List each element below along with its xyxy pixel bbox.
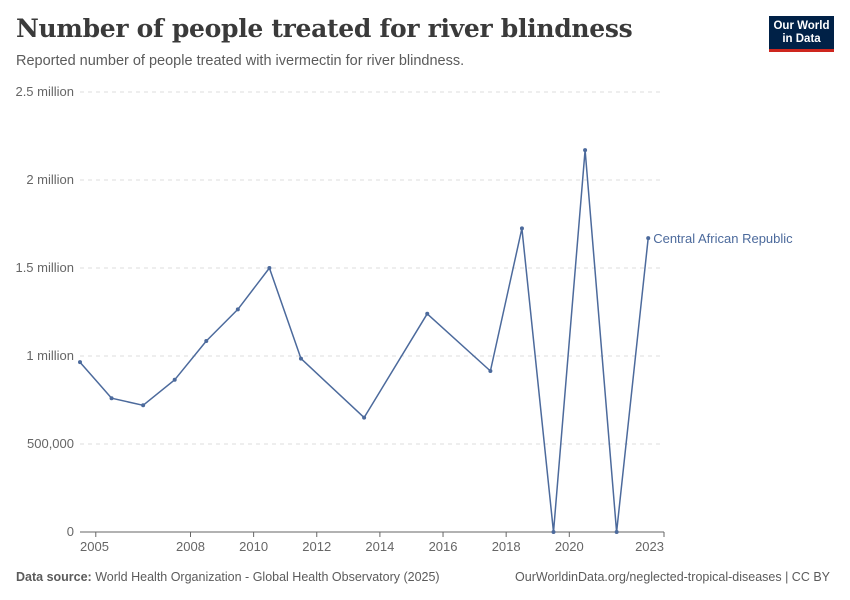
data-point	[267, 266, 272, 270]
series-label: Central African Republic	[653, 231, 793, 246]
x-tick-label: 2016	[429, 539, 458, 554]
series-line	[79, 149, 649, 533]
data-point	[425, 311, 430, 316]
y-tick-label: 0	[67, 524, 74, 539]
data-point	[141, 403, 146, 408]
y-tick-label: 500,000	[27, 436, 74, 451]
x-tick-label: 2014	[365, 539, 394, 554]
logo-line-2: in Data	[782, 33, 821, 45]
data-point	[204, 339, 209, 344]
data-point	[78, 360, 82, 365]
data-point	[551, 530, 556, 534]
logo-line-1: Our World	[773, 20, 830, 32]
data-point	[646, 236, 651, 241]
data-point	[172, 377, 177, 382]
data-source-label: Data source:	[16, 570, 92, 584]
x-tick-label: 2018	[492, 539, 521, 554]
x-tick-label: 2012	[302, 539, 331, 554]
data-source-text[interactable]: World Health Organization - Global Healt…	[95, 570, 440, 584]
x-tick-label: 2008	[176, 539, 205, 554]
y-tick-label: 2 million	[26, 172, 74, 187]
y-tick-label: 1 million	[26, 348, 74, 363]
source-url[interactable]: OurWorldinData.org/neglected-tropical-di…	[515, 570, 830, 584]
x-tick-label: 2023	[635, 539, 664, 554]
data-point	[488, 368, 493, 373]
y-tick-label: 1.5 million	[15, 260, 74, 275]
data-source: Data source: World Health Organization -…	[16, 570, 440, 584]
data-point	[235, 307, 240, 312]
data-point	[362, 415, 367, 420]
data-point	[519, 226, 524, 231]
y-tick-label: 2.5 million	[15, 84, 74, 99]
data-point	[583, 148, 588, 153]
data-point	[298, 356, 303, 361]
x-tick-label: 2005	[80, 539, 109, 554]
x-tick-label: 2020	[555, 539, 584, 554]
x-tick-label: 2010	[239, 539, 268, 554]
data-point	[614, 530, 619, 534]
chart-subtitle: Reported number of people treated with i…	[16, 53, 465, 69]
chart-title: Number of people treated for river blind…	[16, 14, 633, 43]
owid-logo[interactable]: Our World in Data	[769, 16, 834, 52]
data-point	[109, 396, 114, 401]
